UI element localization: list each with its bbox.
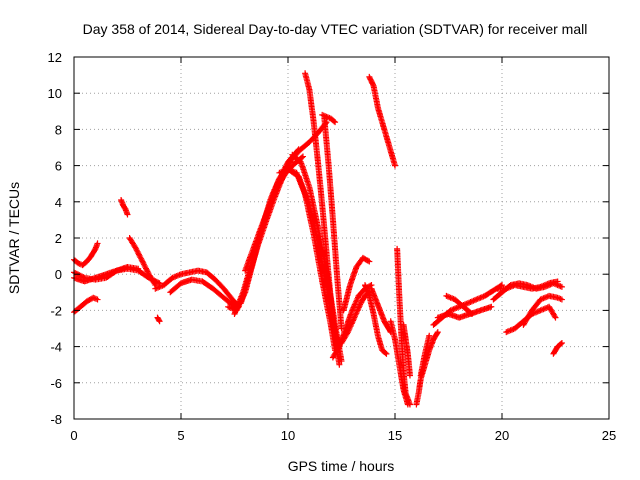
plus-markers: [550, 339, 565, 357]
x-axis-label: GPS time / hours: [288, 458, 395, 474]
series-arc-35: [494, 278, 561, 292]
x-tick-label: 15: [388, 428, 402, 443]
plus-markers: [443, 292, 476, 318]
series-arc-23: [366, 73, 398, 169]
plus-markers: [319, 111, 339, 126]
y-tick-label: 10: [48, 86, 62, 101]
series-arc-16: [276, 166, 339, 354]
series-arc-7: [154, 314, 163, 325]
y-tick-label: -2: [50, 303, 62, 318]
y-tick-label: 12: [48, 50, 62, 65]
series-arc-22: [340, 254, 373, 314]
series-arc-9: [167, 276, 238, 310]
y-tick-label: -6: [50, 376, 62, 391]
plus-markers: [118, 197, 131, 218]
plus-markers: [338, 289, 373, 346]
series-arc-6: [126, 235, 159, 289]
plus-markers: [340, 254, 373, 314]
y-tick-label: 6: [55, 159, 62, 174]
series-arc-33: [443, 292, 476, 318]
y-tick-label: 4: [55, 195, 62, 210]
plus-markers: [400, 321, 413, 379]
series-arc-27: [394, 245, 413, 408]
x-tick-label: 0: [70, 428, 77, 443]
series-arc-25: [368, 285, 394, 336]
x-tick-label: 10: [281, 428, 295, 443]
y-tick-label: 0: [55, 267, 62, 282]
series-arc-5: [118, 197, 131, 218]
x-tick-label: 5: [177, 428, 184, 443]
series-arc-18: [319, 111, 339, 126]
series-arc-31: [430, 282, 505, 328]
series-arc-37: [520, 292, 565, 328]
series-arc-17: [302, 70, 343, 368]
x-tick-label: 20: [495, 428, 509, 443]
plus-markers: [494, 278, 561, 292]
series-arc-19: [321, 115, 345, 332]
plus-markers: [430, 282, 505, 328]
y-tick-label: -4: [50, 340, 62, 355]
plus-markers: [167, 276, 238, 310]
series-arc-30: [417, 332, 433, 379]
y-tick-label: 2: [55, 231, 62, 246]
plus-markers: [71, 240, 101, 269]
series-arc-24: [362, 282, 390, 357]
grid-lines: [74, 57, 609, 419]
y-tick-label: 8: [55, 122, 62, 137]
plus-markers: [71, 294, 101, 316]
y-tick-label: -8: [50, 412, 62, 427]
plus-markers: [417, 332, 433, 379]
y-axis-label: SDTVAR / TECUs: [6, 182, 22, 294]
plus-markers: [366, 73, 398, 169]
chart-title: Day 358 of 2014, Sidereal Day-to-day VTE…: [83, 21, 588, 37]
plus-markers: [394, 245, 413, 408]
x-tick-label: 25: [602, 428, 616, 443]
plus-markers: [154, 314, 163, 325]
series-arc-21: [338, 289, 373, 346]
plus-markers: [362, 282, 390, 357]
plus-markers: [302, 70, 343, 368]
data-marks: [71, 70, 565, 408]
plus-markers: [520, 292, 565, 328]
series-arc-38: [550, 339, 565, 357]
series-arc-28: [400, 321, 413, 379]
axis-ticks: 0 5 10 15 20 25 -8 -6 -4 -2 0 2 4 6 8 10 12: [48, 50, 617, 443]
series-arc-8: [152, 267, 242, 310]
plus-markers: [368, 285, 394, 336]
plus-markers: [152, 267, 242, 310]
plus-markers: [321, 115, 345, 332]
plus-markers: [126, 235, 159, 289]
series-arc-1: [71, 294, 101, 316]
series-arc-2: [71, 240, 101, 269]
plus-markers: [276, 166, 339, 354]
